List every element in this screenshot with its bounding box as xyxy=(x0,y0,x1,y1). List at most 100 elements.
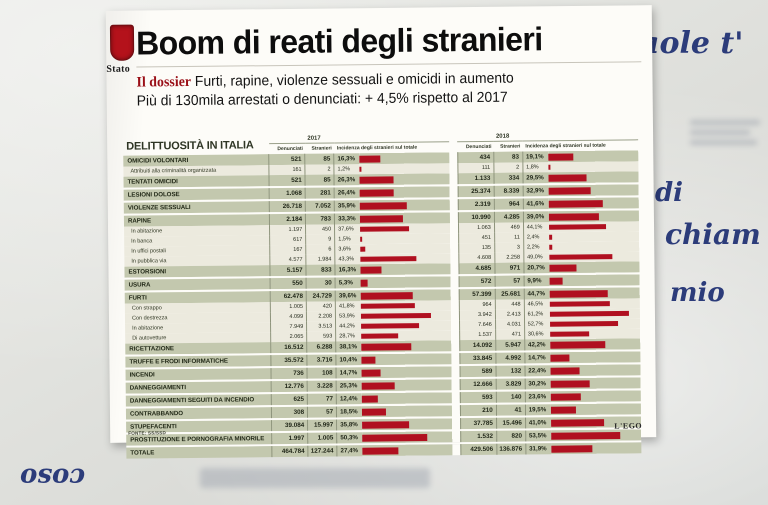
bar-fill xyxy=(361,312,432,319)
cell-stranieri-2018: 11 xyxy=(494,232,524,243)
row-label: TOTALE xyxy=(126,446,273,459)
cell-pct-2017: 14,7% xyxy=(336,367,362,379)
bar-fill xyxy=(362,420,409,429)
column-gap-cell xyxy=(450,223,459,234)
cell-stranieri-2017: 15.997 xyxy=(307,419,337,431)
column-gap-cell xyxy=(452,392,461,404)
column-gap-cell xyxy=(451,353,460,365)
column-gap-cell xyxy=(449,152,458,164)
cell-pct-2018: 30,2% xyxy=(524,378,551,390)
cell-pct-2018: 44,1% xyxy=(523,222,549,233)
bar-fill xyxy=(548,224,607,230)
cell-denunciati-2017: 39.084 xyxy=(271,419,308,432)
deck-kicker: Il dossier xyxy=(136,73,192,91)
cell-denunciati-2017: 161 xyxy=(269,164,306,176)
cell-denunciati-2017: 4.099 xyxy=(270,311,307,323)
cell-stranieri-2018: 820 xyxy=(496,430,526,442)
bar-2018 xyxy=(550,390,641,403)
cell-stranieri-2017: 1.984 xyxy=(306,254,336,265)
cell-denunciati-2018: 1.532 xyxy=(460,430,497,443)
cell-pct-2018: 39,0% xyxy=(523,211,549,223)
bar-fill xyxy=(362,433,428,442)
bar-2018 xyxy=(550,429,642,442)
cell-pct-2018: 29,5% xyxy=(522,172,549,184)
column-gap-cell xyxy=(451,300,460,311)
bar-fill xyxy=(549,263,577,272)
bar-2017 xyxy=(359,186,451,199)
col-denunciati-2018: Denunciati xyxy=(465,143,492,150)
cell-stranieri-2017: 30 xyxy=(306,277,336,289)
cell-pct-2017: 41,8% xyxy=(335,301,361,312)
bar-fill xyxy=(360,279,368,287)
cell-denunciati-2017: 1.197 xyxy=(269,224,306,236)
bar-2018 xyxy=(548,171,639,184)
source-note: FONTE: SS/SSD xyxy=(128,430,167,436)
cell-stranieri-2018: 2 xyxy=(493,162,523,173)
cell-denunciati-2017: 308 xyxy=(271,406,308,419)
cell-stranieri-2018: 41 xyxy=(496,404,526,416)
bar-fill xyxy=(361,356,376,364)
bar-fill xyxy=(548,186,592,195)
column-gap-cell xyxy=(452,444,461,456)
bar-fill xyxy=(360,256,417,262)
cell-stranieri-2018: 15.496 xyxy=(496,417,526,429)
cell-denunciati-2017: 16.512 xyxy=(271,341,308,354)
cell-stranieri-2018: 2.258 xyxy=(494,252,524,263)
cell-pct-2017: 39,6% xyxy=(335,290,361,302)
cell-denunciati-2018: 4.608 xyxy=(458,252,495,264)
cell-denunciati-2017: 550 xyxy=(270,277,307,290)
bar-fill xyxy=(548,199,603,208)
cell-stranieri-2018: 2.413 xyxy=(495,309,525,320)
bar-fill xyxy=(550,366,580,375)
cell-denunciati-2018: 111 xyxy=(457,162,494,174)
bar-2018 xyxy=(550,403,642,416)
bar-fill xyxy=(549,310,630,317)
bar-fill xyxy=(360,246,366,252)
bar-fill xyxy=(549,289,608,298)
bar-2018 xyxy=(549,274,640,287)
cell-pct-2018: 19,1% xyxy=(522,151,549,163)
bar-2018 xyxy=(550,377,641,390)
cell-denunciati-2018: 964 xyxy=(459,299,496,311)
cell-pct-2017: 50,3% xyxy=(336,432,363,444)
column-gap-cell xyxy=(450,263,459,275)
bar-fill xyxy=(550,444,593,453)
cell-denunciati-2018: 434 xyxy=(457,151,494,164)
cell-denunciati-2018: 10.990 xyxy=(458,211,495,224)
bar-fill xyxy=(361,333,399,339)
cell-stranieri-2017: 3.228 xyxy=(307,380,337,392)
cell-stranieri-2017: 450 xyxy=(305,224,335,235)
cell-stranieri-2017: 3.716 xyxy=(307,354,337,366)
cell-pct-2018: 2,4% xyxy=(523,232,549,243)
col-denunciati-2017: Denunciati xyxy=(277,145,303,152)
headline-divider xyxy=(136,61,642,68)
cell-pct-2017: 44,2% xyxy=(335,321,362,332)
blurred-text-block-2 xyxy=(690,120,760,150)
bar-fill xyxy=(360,303,416,309)
cell-denunciati-2017: 1.997 xyxy=(271,432,308,445)
cell-stranieri-2017: 783 xyxy=(305,213,335,225)
cell-denunciati-2017: 625 xyxy=(271,393,308,406)
cell-denunciati-2018: 589 xyxy=(459,365,496,378)
cell-denunciati-2018: 4.685 xyxy=(458,262,495,275)
bar-2018 xyxy=(548,197,639,210)
column-gap-cell xyxy=(451,320,460,331)
cell-pct-2018: 1,8% xyxy=(522,162,549,173)
cell-pct-2017: 5,3% xyxy=(335,277,361,289)
cell-denunciati-2018: 1.133 xyxy=(457,172,494,185)
cell-stranieri-2017: 108 xyxy=(307,367,337,379)
cell-stranieri-2017: 3.513 xyxy=(306,321,336,332)
bar-fill xyxy=(550,354,570,362)
cell-denunciati-2017: 35.572 xyxy=(271,354,308,367)
cell-stranieri-2017: 24.729 xyxy=(306,290,336,302)
cell-pct-2018: 53,5% xyxy=(525,430,551,442)
column-gap-cell xyxy=(451,340,460,352)
bar-2017 xyxy=(361,353,452,366)
bar-fill xyxy=(361,395,379,403)
column-gap-cell xyxy=(450,212,459,224)
bar-fill xyxy=(361,381,395,390)
cell-stranieri-2018: 57 xyxy=(494,275,524,287)
cell-denunciati-2018: 57.399 xyxy=(459,288,496,301)
bar-fill xyxy=(549,340,605,349)
bar-fill xyxy=(550,418,605,427)
